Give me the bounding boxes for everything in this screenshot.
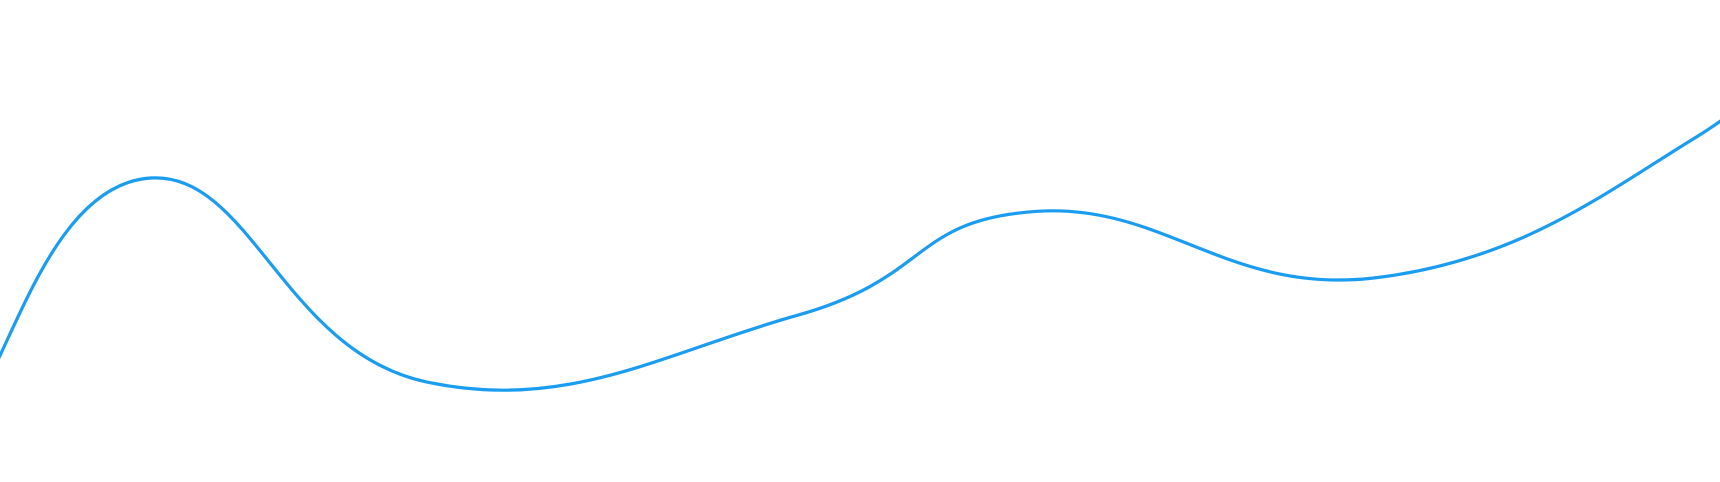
series-layer	[0, 119, 1720, 392]
points-layer	[0, 19, 1720, 411]
series-line	[0, 119, 1720, 392]
